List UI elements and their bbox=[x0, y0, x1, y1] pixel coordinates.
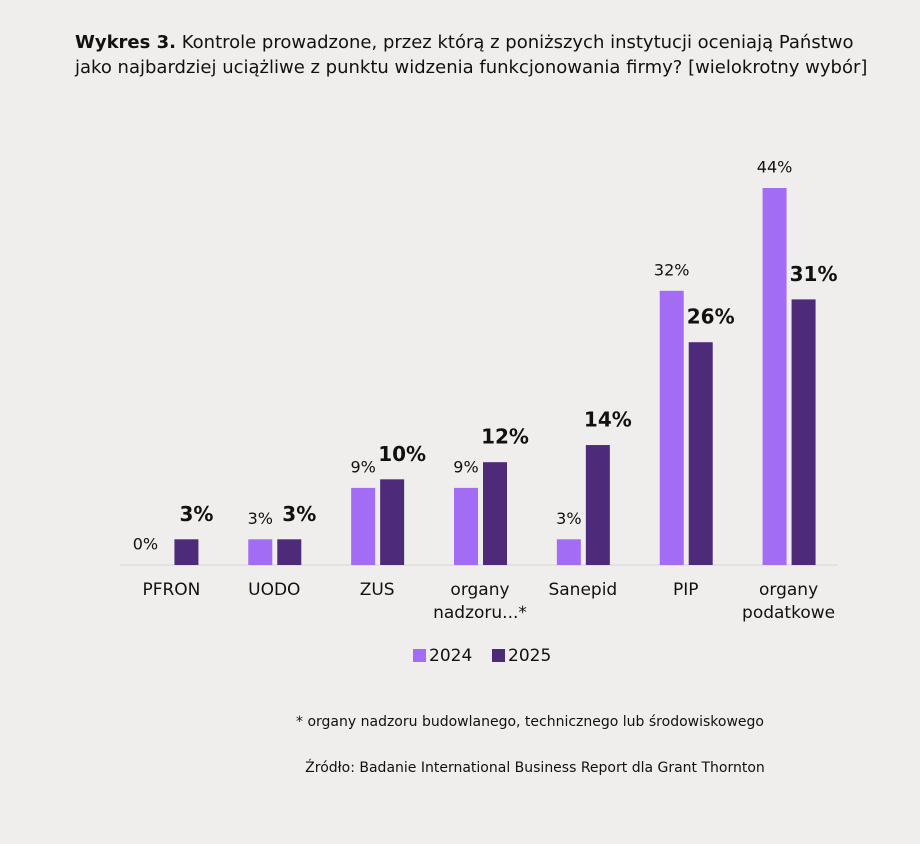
title-text: Kontrole prowadzone, przez którą z poniż… bbox=[75, 32, 868, 78]
legend-label: 2024 bbox=[429, 646, 472, 666]
chart-title: Wykres 3. Kontrole prowadzone, przez któ… bbox=[75, 30, 875, 80]
footnote: * organy nadzoru budowlanego, techniczne… bbox=[296, 714, 764, 730]
bar bbox=[791, 299, 816, 565]
x-tick-label: organy podatkowe bbox=[742, 580, 835, 623]
bar bbox=[277, 539, 302, 565]
value-label: 10% bbox=[378, 442, 426, 466]
source: Źródło: Badanie International Business R… bbox=[305, 758, 765, 776]
title-prefix: Wykres 3. bbox=[75, 32, 176, 53]
legend-label: 2025 bbox=[508, 646, 551, 666]
bar bbox=[659, 290, 684, 565]
x-tick-label: organy nadzoru...* bbox=[433, 580, 527, 623]
value-label: 3% bbox=[282, 502, 316, 526]
value-label: 3% bbox=[556, 509, 581, 528]
x-tick-label: UODO bbox=[248, 580, 300, 600]
bar bbox=[174, 539, 199, 565]
value-label: 9% bbox=[453, 457, 478, 476]
bar bbox=[762, 188, 787, 565]
x-tick-label: PFRON bbox=[142, 580, 200, 600]
value-label: 32% bbox=[654, 260, 690, 279]
value-label: 12% bbox=[481, 425, 529, 449]
legend-swatch bbox=[413, 649, 426, 662]
value-label: 3% bbox=[179, 502, 213, 526]
bar bbox=[351, 487, 376, 565]
value-label: 9% bbox=[350, 457, 375, 476]
value-label: 26% bbox=[687, 305, 735, 329]
bar bbox=[248, 539, 273, 565]
value-label: 0% bbox=[133, 535, 158, 554]
x-tick-label: ZUS bbox=[360, 580, 395, 600]
value-label: 14% bbox=[584, 408, 632, 432]
value-label: 31% bbox=[790, 262, 838, 286]
value-label: 44% bbox=[757, 158, 793, 177]
x-tick-label: Sanepid bbox=[548, 580, 617, 600]
bar bbox=[585, 445, 610, 565]
legend-swatch bbox=[492, 649, 505, 662]
bar bbox=[556, 539, 581, 565]
bar bbox=[688, 342, 713, 565]
value-label: 3% bbox=[248, 509, 273, 528]
bar bbox=[483, 462, 507, 565]
bar bbox=[380, 479, 405, 565]
x-tick-label: PIP bbox=[673, 580, 699, 600]
bar bbox=[454, 487, 478, 565]
